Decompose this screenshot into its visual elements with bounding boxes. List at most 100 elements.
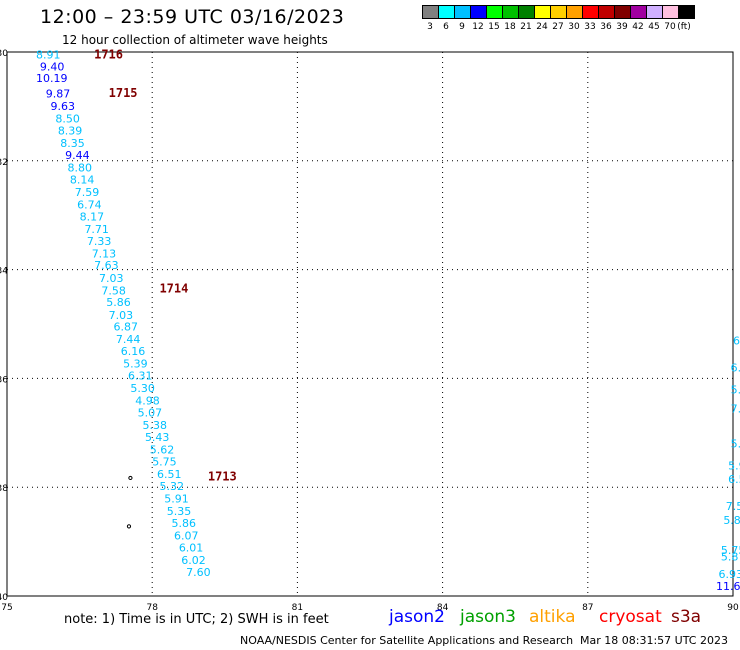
pass-time-label: 1716 <box>94 48 123 62</box>
satellite-name: jason2 <box>389 607 445 627</box>
legend-label: 15 <box>488 22 500 32</box>
wave-height-value: 5.86 <box>106 296 131 309</box>
lon-tick-label: 87 <box>582 603 593 613</box>
wave-height-value: 5.43 <box>145 431 170 444</box>
wave-height-value: 6.87 <box>113 321 138 334</box>
wave-height-value: 5. <box>731 383 740 396</box>
wave-height-value: 6.74 <box>77 198 102 211</box>
wave-height-value: 7.03 <box>109 309 134 322</box>
wave-height-value: 7.63 <box>94 259 119 272</box>
wave-height-value: 5.75 <box>721 544 740 557</box>
wave-height-value: 7.44 <box>116 333 140 346</box>
page-subtitle: 12 hour collection of altimeter wave hei… <box>62 33 328 47</box>
lon-tick-label: 78 <box>146 603 158 613</box>
generated-timestamp: Mar 18 08:31:57 UTC 2023 <box>580 634 728 647</box>
satellite-name: s3a <box>671 607 702 627</box>
wave-height-value: 7.58 <box>101 284 126 297</box>
wave-height-value: 11.61 <box>716 580 740 593</box>
wave-height-value: 7.60 <box>186 566 211 579</box>
wave-height-value: 8.17 <box>80 210 105 223</box>
satellite-name: cryosat <box>599 607 662 627</box>
wave-height-value: 5.85 <box>723 514 740 527</box>
legend-label: 33 <box>584 22 596 32</box>
legend-label: 9 <box>459 22 465 32</box>
lat-tick-label: -40 <box>0 593 8 603</box>
lon-tick-label: 90 <box>727 603 739 613</box>
wave-height-value: 7.59 <box>75 186 100 199</box>
wave-height-value: 8.91 <box>36 49 61 62</box>
wave-height-value: 5. <box>731 438 740 451</box>
wave-height-value: 8.50 <box>55 112 80 125</box>
legend-label: 24 <box>536 22 548 32</box>
wave-height-value: 10.19 <box>36 72 68 85</box>
wave-height-value: 8.39 <box>58 124 83 137</box>
legend-swatch <box>678 5 695 19</box>
wave-height-value: 5.9 <box>728 459 740 472</box>
footer-note: note: 1) Time is in UTC; 2) SWH is in fe… <box>64 612 329 627</box>
legend-label: 36 <box>600 22 612 32</box>
legend-label: 30 <box>568 22 580 32</box>
wave-height-value: 5.86 <box>172 517 197 530</box>
island-marker <box>128 475 133 481</box>
wave-height-value: 7. <box>731 402 740 415</box>
legend-label: 21 <box>520 22 532 32</box>
wave-height-value: 5.35 <box>167 505 192 518</box>
lat-tick-label: -34 <box>0 267 8 277</box>
legend-label: 45 <box>648 22 660 32</box>
wave-height-value: 6.16 <box>121 345 145 358</box>
wave-height-value: 9.44 <box>65 149 90 162</box>
wave-height-value: 8.80 <box>68 161 93 174</box>
wave-height-value: 6. <box>731 362 740 375</box>
pass-time-label: 1714 <box>159 282 188 296</box>
wave-height-value: 7.13 <box>92 247 117 260</box>
pass-time-label: 1715 <box>109 86 138 100</box>
wave-height-value: 5.07 <box>138 407 163 420</box>
wave-height-value: 5.38 <box>143 419 168 432</box>
satellite-name: altika <box>529 607 576 627</box>
wave-height-value: 9.63 <box>51 100 75 113</box>
wave-height-value: 6.5 <box>728 473 740 486</box>
wave-height-value: 6.01 <box>179 542 204 555</box>
legend-label: 6 <box>443 22 449 32</box>
wave-height-value: 7.03 <box>99 272 124 285</box>
lat-tick-label: -32 <box>0 158 8 168</box>
lon-tick-label: 75 <box>1 603 12 613</box>
wave-height-value: 8.14 <box>70 173 95 186</box>
legend-label: 3 <box>427 22 433 32</box>
page-title: 12:00 – 23:59 UTC 03/16/2023 <box>40 6 345 28</box>
legend-unit: (ft) <box>677 22 691 32</box>
pass-time-label: 1713 <box>208 469 237 483</box>
wave-height-value: 7.33 <box>87 235 112 248</box>
lat-tick-label: -36 <box>0 375 8 385</box>
wave-height-value: 9.87 <box>46 87 71 100</box>
wave-height-value: 5.30 <box>130 382 155 395</box>
wave-height-value: 6.31 <box>128 370 153 383</box>
wave-height-value: 5.87 <box>721 550 740 563</box>
wave-height-value: 7.71 <box>84 223 109 236</box>
wave-height-value: 5.32 <box>159 480 184 493</box>
wave-height-value: 7.5 <box>726 500 740 513</box>
wave-height-value: 6 <box>733 334 740 347</box>
lon-tick-label: 81 <box>292 603 303 613</box>
legend-labels: 3 6 9 12 15 18 21 24 27 30 33 36 39 42 45 70 (ft) <box>422 22 740 34</box>
wave-height-value: 4.98 <box>135 395 160 408</box>
satellite-name: jason3 <box>460 607 516 627</box>
credit-line: NOAA/NESDIS Center for Satellite Applica… <box>240 634 574 647</box>
legend-label: 39 <box>616 22 628 32</box>
wave-height-value: 6.51 <box>157 468 182 481</box>
legend-label: 42 <box>632 22 644 32</box>
lon-tick-label: 84 <box>437 603 449 613</box>
legend-label: 70 <box>664 22 676 32</box>
wave-height-value: 9.40 <box>40 61 65 74</box>
lat-tick-label: -30 <box>0 49 8 59</box>
lat-tick-label: -38 <box>0 484 8 494</box>
wave-height-value: 5.39 <box>123 358 148 371</box>
wave-height-value: 5.75 <box>152 456 177 469</box>
island-marker <box>126 524 132 529</box>
wave-height-value: 5.91 <box>164 493 189 506</box>
map-frame <box>6 51 734 597</box>
wave-height-value: 5.62 <box>150 444 175 457</box>
wave-height-value: 8.35 <box>60 137 85 150</box>
wave-height-value: 6.02 <box>181 554 206 567</box>
